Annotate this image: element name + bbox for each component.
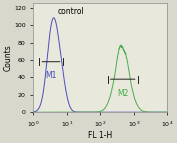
Y-axis label: Counts: Counts [4,44,12,71]
Text: M1: M1 [45,71,57,80]
X-axis label: FL 1-H: FL 1-H [88,131,112,140]
Text: control: control [57,7,84,16]
Text: M2: M2 [117,89,128,98]
